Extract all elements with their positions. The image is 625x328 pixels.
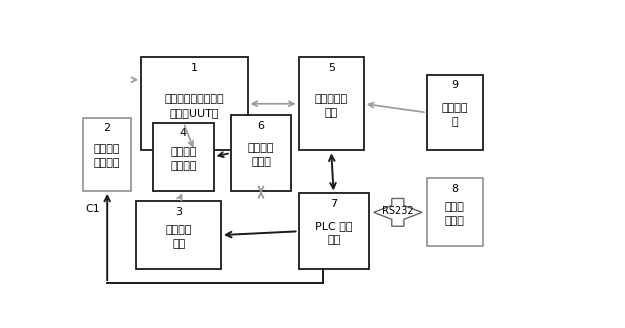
Text: 2: 2 [104,123,111,133]
Text: 开关旋转
电机单元: 开关旋转 电机单元 [170,147,197,171]
Bar [427,178,483,246]
Text: RS232: RS232 [382,206,414,216]
Text: C1: C1 [86,203,100,214]
Bar [299,194,369,269]
Bar [136,201,221,269]
Polygon shape [374,198,422,226]
Text: 电源及安
全单元: 电源及安 全单元 [248,143,274,167]
Text: 人机交
互单元: 人机交 互单元 [445,202,464,226]
Text: 恒流源电
路: 恒流源电 路 [441,103,468,127]
Text: 7: 7 [330,199,338,209]
Text: 5: 5 [328,63,335,72]
Text: 测试用电路
单元: 测试用电路 单元 [314,94,348,118]
Text: 电机驱动
单元: 电机驱动 单元 [166,225,192,249]
Bar [83,118,131,191]
Text: 9: 9 [451,80,458,90]
Bar [141,57,248,151]
Bar [299,57,364,151]
Text: 6: 6 [258,121,264,131]
Text: 装有待测开关的夹具
单元（UUT）: 装有待测开关的夹具 单元（UUT） [164,94,224,118]
Text: 3: 3 [175,207,182,216]
Text: 1: 1 [191,63,198,72]
Text: 气缸移动
控制单元: 气缸移动 控制单元 [94,144,121,168]
Bar [427,75,483,151]
Text: 8: 8 [451,184,458,194]
Bar [153,123,214,191]
Text: 4: 4 [180,128,187,138]
Bar [231,115,291,191]
Text: PLC 控制
单元: PLC 控制 单元 [315,221,352,245]
